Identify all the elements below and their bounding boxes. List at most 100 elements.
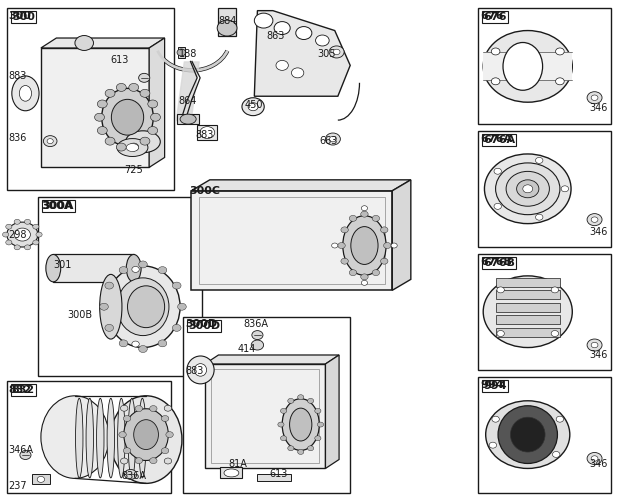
Ellipse shape xyxy=(110,396,182,484)
Circle shape xyxy=(148,100,157,108)
Circle shape xyxy=(149,458,157,464)
Text: 298: 298 xyxy=(9,230,27,240)
Circle shape xyxy=(14,228,30,241)
Circle shape xyxy=(556,48,564,55)
Circle shape xyxy=(129,83,139,91)
Circle shape xyxy=(14,245,20,250)
Circle shape xyxy=(561,186,569,192)
Circle shape xyxy=(484,154,571,224)
Ellipse shape xyxy=(107,398,115,478)
Circle shape xyxy=(591,342,598,348)
Circle shape xyxy=(372,216,379,222)
Circle shape xyxy=(491,78,500,85)
Circle shape xyxy=(33,224,39,229)
Circle shape xyxy=(516,180,539,198)
Circle shape xyxy=(252,331,263,339)
Circle shape xyxy=(105,137,115,145)
Circle shape xyxy=(20,451,31,460)
Bar xyxy=(7,381,171,494)
Text: 81A: 81A xyxy=(228,460,247,470)
Bar xyxy=(220,468,242,479)
Polygon shape xyxy=(205,355,339,364)
Polygon shape xyxy=(41,38,165,48)
Text: 346: 346 xyxy=(590,227,608,237)
Bar xyxy=(495,278,560,287)
Circle shape xyxy=(43,136,57,147)
Circle shape xyxy=(551,287,559,293)
Circle shape xyxy=(151,113,161,121)
Circle shape xyxy=(315,408,321,413)
Circle shape xyxy=(119,340,128,347)
Bar xyxy=(53,254,134,282)
Text: 300: 300 xyxy=(9,10,32,20)
Circle shape xyxy=(164,458,172,464)
Circle shape xyxy=(506,171,549,206)
Circle shape xyxy=(117,143,126,151)
Text: 836: 836 xyxy=(9,133,27,143)
Ellipse shape xyxy=(200,127,215,139)
Circle shape xyxy=(125,470,137,480)
Text: 864: 864 xyxy=(179,96,197,106)
Bar xyxy=(478,131,611,247)
Circle shape xyxy=(97,127,107,135)
Ellipse shape xyxy=(76,398,83,478)
Bar xyxy=(495,303,560,312)
Circle shape xyxy=(177,49,185,56)
Circle shape xyxy=(361,280,368,285)
Circle shape xyxy=(485,401,570,469)
Circle shape xyxy=(6,224,12,229)
Circle shape xyxy=(298,450,304,455)
Polygon shape xyxy=(392,180,411,290)
Bar xyxy=(198,197,385,284)
Circle shape xyxy=(587,92,602,104)
Text: 305: 305 xyxy=(317,49,336,59)
Ellipse shape xyxy=(117,278,169,336)
Circle shape xyxy=(139,73,150,82)
Text: 883: 883 xyxy=(195,130,214,140)
Circle shape xyxy=(36,232,42,237)
Ellipse shape xyxy=(195,364,206,376)
Ellipse shape xyxy=(503,42,542,90)
Text: 663: 663 xyxy=(319,136,338,146)
Ellipse shape xyxy=(117,139,148,157)
Ellipse shape xyxy=(46,254,61,282)
Circle shape xyxy=(148,127,157,135)
Circle shape xyxy=(349,269,356,275)
Bar xyxy=(478,254,611,370)
Circle shape xyxy=(37,477,45,483)
Circle shape xyxy=(120,405,128,411)
Circle shape xyxy=(135,406,143,412)
Circle shape xyxy=(132,341,140,347)
Polygon shape xyxy=(149,38,165,167)
Circle shape xyxy=(158,266,167,273)
Circle shape xyxy=(75,35,94,50)
Circle shape xyxy=(288,398,294,403)
Circle shape xyxy=(2,232,9,237)
Ellipse shape xyxy=(12,76,39,111)
Circle shape xyxy=(149,406,157,412)
Circle shape xyxy=(587,339,602,351)
Circle shape xyxy=(296,26,312,39)
Circle shape xyxy=(132,266,140,272)
Ellipse shape xyxy=(97,398,104,478)
Ellipse shape xyxy=(510,417,545,452)
Circle shape xyxy=(278,422,284,427)
Circle shape xyxy=(556,416,564,422)
Circle shape xyxy=(329,136,336,142)
Circle shape xyxy=(24,219,30,224)
Text: 836A: 836A xyxy=(244,319,269,329)
Circle shape xyxy=(497,287,504,293)
Text: 300D: 300D xyxy=(188,321,220,331)
Circle shape xyxy=(361,274,368,280)
Circle shape xyxy=(483,276,572,347)
Circle shape xyxy=(372,269,379,275)
Text: 836A: 836A xyxy=(122,471,146,481)
Circle shape xyxy=(14,219,20,224)
Ellipse shape xyxy=(126,254,141,282)
Ellipse shape xyxy=(118,398,125,478)
Circle shape xyxy=(251,340,264,350)
Ellipse shape xyxy=(187,356,214,384)
Ellipse shape xyxy=(128,286,165,328)
Text: 994: 994 xyxy=(483,381,507,391)
Circle shape xyxy=(349,216,356,222)
